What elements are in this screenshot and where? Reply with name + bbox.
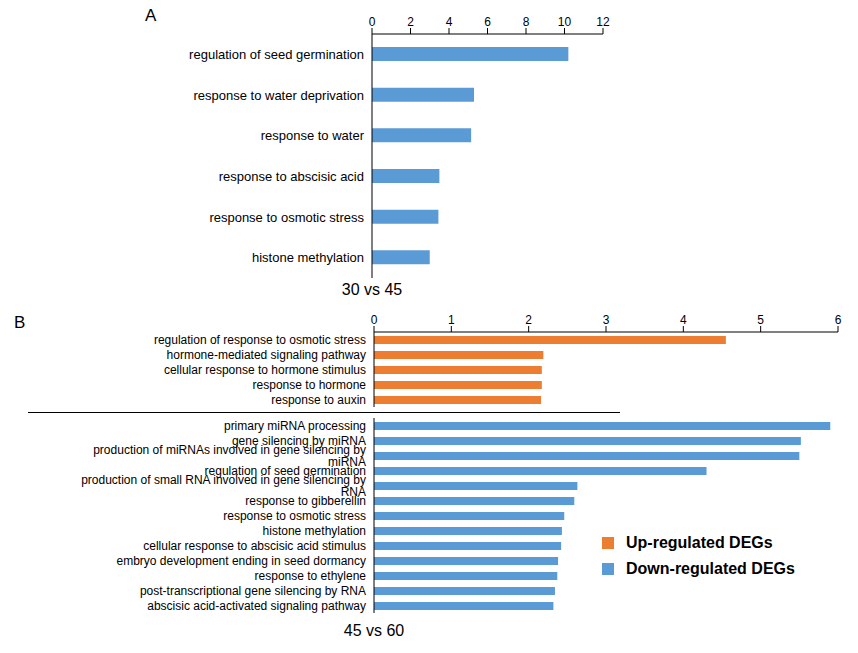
svg-text:histone methylation: histone methylation [252, 250, 364, 265]
svg-text:4: 4 [680, 313, 687, 327]
svg-text:response to osmotic stress: response to osmotic stress [209, 210, 364, 225]
svg-text:3: 3 [603, 313, 610, 327]
svg-text:post-transcriptional gene sile: post-transcriptional gene silencing by R… [140, 584, 366, 598]
svg-text:embryo development ending in s: embryo development ending in seed dorman… [117, 554, 366, 568]
svg-text:primary miRNA processing: primary miRNA processing [224, 419, 366, 433]
svg-text:6: 6 [835, 313, 842, 327]
svg-text:0: 0 [369, 15, 376, 29]
svg-text:1: 1 [448, 313, 455, 327]
svg-text:10: 10 [558, 15, 572, 29]
svg-text:abscisic acid-activated signal: abscisic acid-activated signaling pathwa… [147, 599, 366, 613]
svg-text:2: 2 [525, 313, 532, 327]
svg-text:histone methylation: histone methylation [263, 524, 366, 538]
svg-text:response to ethylene: response to ethylene [255, 569, 367, 583]
svg-text:12: 12 [596, 15, 610, 29]
svg-text:response to gibberellin: response to gibberellin [245, 494, 366, 508]
svg-text:6: 6 [484, 15, 491, 29]
svg-text:cellular response to abscisic: cellular response to abscisic acid stimu… [143, 539, 366, 553]
svg-text:5: 5 [757, 313, 764, 327]
svg-text:response to osmotic stress: response to osmotic stress [223, 509, 366, 523]
svg-text:4: 4 [446, 15, 453, 29]
svg-text:regulation of seed germination: regulation of seed germination [189, 47, 364, 62]
svg-text:response to abscisic acid: response to abscisic acid [219, 169, 364, 184]
svg-text:response to water: response to water [261, 128, 365, 143]
svg-text:response to auxin: response to auxin [271, 393, 366, 407]
svg-text:hormone-mediated signaling pat: hormone-mediated signaling pathway [167, 348, 366, 362]
svg-text:8: 8 [523, 15, 530, 29]
svg-text:response to hormone: response to hormone [253, 378, 367, 392]
svg-text:regulation of response to osmo: regulation of response to osmotic stress [154, 333, 366, 347]
svg-text:cellular response to hormone s: cellular response to hormone stimulus [164, 363, 366, 377]
svg-text:response to water deprivation: response to water deprivation [193, 88, 364, 103]
svg-text:2: 2 [407, 15, 414, 29]
svg-text:0: 0 [371, 313, 378, 327]
